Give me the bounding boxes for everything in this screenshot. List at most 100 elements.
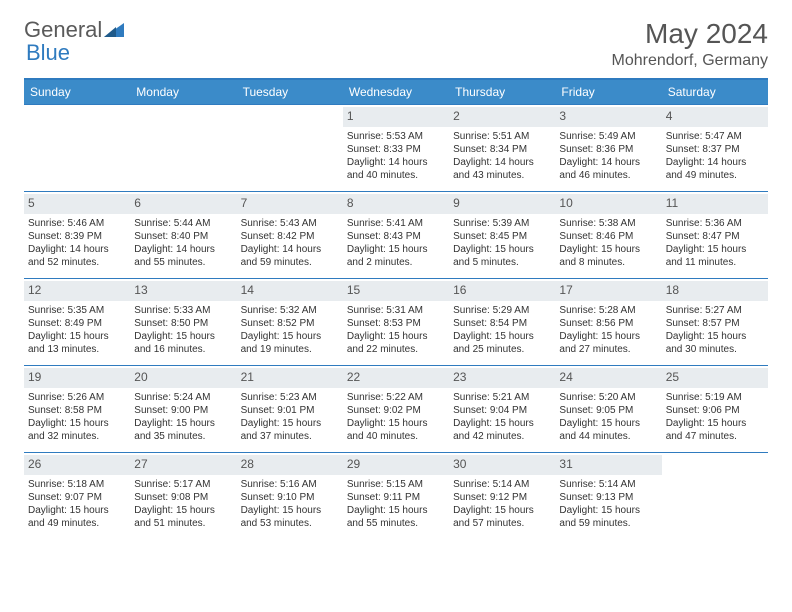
sunrise-text: Sunrise: 5:29 AM	[453, 304, 551, 317]
sunset-text: Sunset: 9:07 PM	[28, 491, 126, 504]
day-number: 21	[237, 368, 343, 388]
day-number: 20	[130, 368, 236, 388]
daylight-text: Daylight: 15 hours and 40 minutes.	[347, 417, 445, 443]
day-cell: 13Sunrise: 5:33 AMSunset: 8:50 PMDayligh…	[130, 279, 236, 365]
day-header-thursday: Thursday	[449, 80, 555, 104]
daylight-text: Daylight: 14 hours and 49 minutes.	[666, 156, 764, 182]
sunset-text: Sunset: 8:53 PM	[347, 317, 445, 330]
daylight-text: Daylight: 15 hours and 53 minutes.	[241, 504, 339, 530]
day-number: 30	[449, 455, 555, 475]
daylight-text: Daylight: 15 hours and 16 minutes.	[134, 330, 232, 356]
day-number: 29	[343, 455, 449, 475]
day-cell: 26Sunrise: 5:18 AMSunset: 9:07 PMDayligh…	[24, 453, 130, 539]
day-number: 12	[24, 281, 130, 301]
daylight-text: Daylight: 15 hours and 27 minutes.	[559, 330, 657, 356]
day-cell: 22 Sunrise: 5:22 AMSunset: 9:02 PMDayligh…	[343, 366, 449, 452]
day-header-wednesday: Wednesday	[343, 80, 449, 104]
sunrise-text: Sunrise: 5:44 AM	[134, 217, 232, 230]
day-cell: 25Sunrise: 5:19 AMSunset: 9:06 PMDayligh…	[662, 366, 768, 452]
week-row: 5Sunrise: 5:46 AMSunset: 8:39 PMDaylight…	[24, 191, 768, 278]
week-row: 12Sunrise: 5:35 AMSunset: 8:49 PMDayligh…	[24, 278, 768, 365]
sunrise-text: Sunrise: 5:53 AM	[347, 130, 445, 143]
sunrise-text: Sunrise: 5:27 AM	[666, 304, 764, 317]
day-header-row: SundayMondayTuesdayWednesdayThursdayFrid…	[24, 80, 768, 104]
day-number: 15	[343, 281, 449, 301]
day-number: 2	[449, 107, 555, 127]
sunset-text: Sunset: 8:52 PM	[241, 317, 339, 330]
sunrise-text: Sunrise: 5:15 AM	[347, 478, 445, 491]
calendar: SundayMondayTuesdayWednesdayThursdayFrid…	[24, 78, 768, 539]
day-cell: 19Sunrise: 5:26 AMSunset: 8:58 PMDayligh…	[24, 366, 130, 452]
empty-cell	[130, 105, 236, 191]
sunset-text: Sunset: 9:10 PM	[241, 491, 339, 504]
sunrise-text: Sunrise: 5:49 AM	[559, 130, 657, 143]
day-number: 27	[130, 455, 236, 475]
day-header-friday: Friday	[555, 80, 661, 104]
daylight-text: Daylight: 14 hours and 52 minutes.	[28, 243, 126, 269]
sunset-text: Sunset: 8:50 PM	[134, 317, 232, 330]
daylight-text: Daylight: 15 hours and 30 minutes.	[666, 330, 764, 356]
sunset-text: Sunset: 8:43 PM	[347, 230, 445, 243]
sunset-text: Sunset: 8:36 PM	[559, 143, 657, 156]
sunset-text: Sunset: 8:37 PM	[666, 143, 764, 156]
daylight-text: Daylight: 15 hours and 42 minutes.	[453, 417, 551, 443]
sunrise-text: Sunrise: 5:26 AM	[28, 391, 126, 404]
sunset-text: Sunset: 9:05 PM	[559, 404, 657, 417]
sunrise-text: Sunrise: 5:35 AM	[28, 304, 126, 317]
sunrise-text: Sunrise: 5:31 AM	[347, 304, 445, 317]
daylight-text: Daylight: 15 hours and 47 minutes.	[666, 417, 764, 443]
sunset-text: Sunset: 8:49 PM	[28, 317, 126, 330]
sunset-text: Sunset: 9:00 PM	[134, 404, 232, 417]
day-cell: 24Sunrise: 5:20 AMSunset: 9:05 PMDayligh…	[555, 366, 661, 452]
sunrise-text: Sunrise: 5:39 AM	[453, 217, 551, 230]
daylight-text: Daylight: 15 hours and 55 minutes.	[347, 504, 445, 530]
sunrise-text: Sunrise: 5:46 AM	[28, 217, 126, 230]
sunset-text: Sunset: 9:06 PM	[666, 404, 764, 417]
sunrise-text: Sunrise: 5:23 AM	[241, 391, 339, 404]
day-number: 28	[237, 455, 343, 475]
day-cell: 14Sunrise: 5:32 AMSunset: 8:52 PMDayligh…	[237, 279, 343, 365]
sunrise-text: Sunrise: 5:14 AM	[453, 478, 551, 491]
day-cell: 4Sunrise: 5:47 AMSunset: 8:37 PMDaylight…	[662, 105, 768, 191]
day-number: 1	[343, 107, 449, 127]
day-number: 22	[343, 368, 449, 388]
sunset-text: Sunset: 9:04 PM	[453, 404, 551, 417]
day-number: 23	[449, 368, 555, 388]
sunset-text: Sunset: 9:11 PM	[347, 491, 445, 504]
day-number: 3	[555, 107, 661, 127]
sunrise-text: Sunrise: 5:43 AM	[241, 217, 339, 230]
daylight-text: Daylight: 15 hours and 35 minutes.	[134, 417, 232, 443]
daylight-text: Daylight: 15 hours and 13 minutes.	[28, 330, 126, 356]
sunrise-text: Sunrise: 5:19 AM	[666, 391, 764, 404]
day-number: 14	[237, 281, 343, 301]
title-block: May 2024 Mohrendorf, Germany	[611, 18, 768, 70]
daylight-text: Daylight: 15 hours and 44 minutes.	[559, 417, 657, 443]
day-number: 13	[130, 281, 236, 301]
day-cell: 23Sunrise: 5:21 AMSunset: 9:04 PMDayligh…	[449, 366, 555, 452]
day-cell: 5Sunrise: 5:46 AMSunset: 8:39 PMDaylight…	[24, 192, 130, 278]
daylight-text: Daylight: 15 hours and 19 minutes.	[241, 330, 339, 356]
daylight-text: Daylight: 15 hours and 2 minutes.	[347, 243, 445, 269]
daylight-text: Daylight: 15 hours and 49 minutes.	[28, 504, 126, 530]
day-number: 10	[555, 194, 661, 214]
day-cell: 31Sunrise: 5:14 AMSunset: 9:13 PMDayligh…	[555, 453, 661, 539]
day-number: 11	[662, 194, 768, 214]
daylight-text: Daylight: 15 hours and 57 minutes.	[453, 504, 551, 530]
day-number: 17	[555, 281, 661, 301]
day-number: 18	[662, 281, 768, 301]
daylight-text: Daylight: 15 hours and 51 minutes.	[134, 504, 232, 530]
sunset-text: Sunset: 8:34 PM	[453, 143, 551, 156]
day-number: 31	[555, 455, 661, 475]
sunset-text: Sunset: 9:02 PM	[347, 404, 445, 417]
day-cell: 11Sunrise: 5:36 AMSunset: 8:47 PMDayligh…	[662, 192, 768, 278]
daylight-text: Daylight: 15 hours and 5 minutes.	[453, 243, 551, 269]
sunset-text: Sunset: 9:12 PM	[453, 491, 551, 504]
day-cell: 12 Sunrise: 5:35 AMSunset: 8:49 PMDayligh…	[24, 279, 130, 365]
sunset-text: Sunset: 9:08 PM	[134, 491, 232, 504]
header: GeneralBlue May 2024 Mohrendorf, Germany	[24, 18, 768, 70]
week-row: 26Sunrise: 5:18 AMSunset: 9:07 PMDayligh…	[24, 452, 768, 539]
day-cell: 3Sunrise: 5:49 AMSunset: 8:36 PMDaylight…	[555, 105, 661, 191]
day-cell: 28Sunrise: 5:16 AMSunset: 9:10 PMDayligh…	[237, 453, 343, 539]
sunset-text: Sunset: 8:56 PM	[559, 317, 657, 330]
sunrise-text: Sunrise: 5:22 AM	[347, 391, 445, 404]
